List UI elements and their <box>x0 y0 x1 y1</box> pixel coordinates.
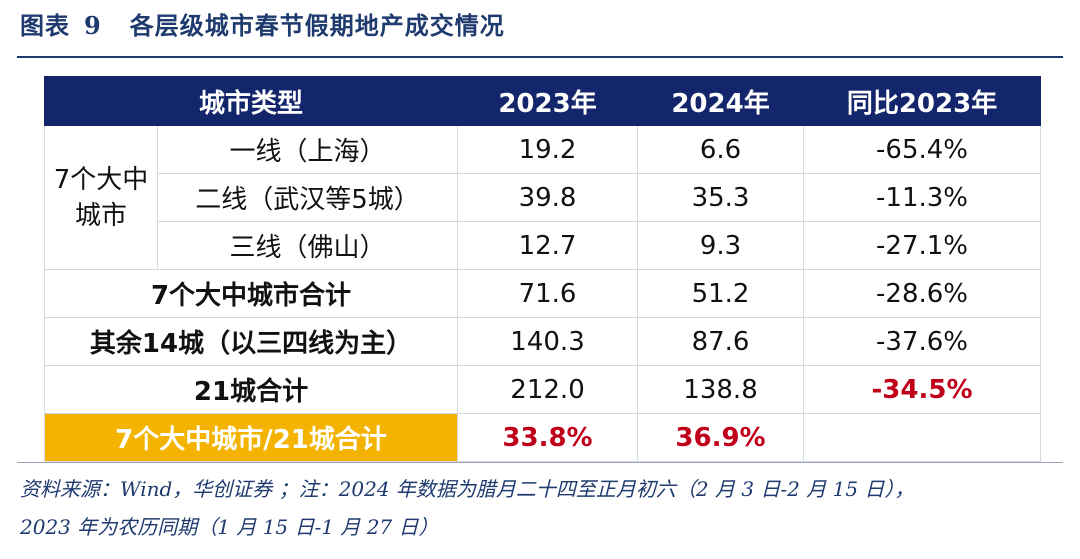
cell-yoy-highlight: -34.5% <box>803 365 1042 414</box>
row-name: 一线（上海） <box>156 125 459 174</box>
row-name: 21城合计 <box>43 365 459 414</box>
table-row: 其余14城（以三四线为主） 140.3 87.6 -37.6% <box>43 317 1042 366</box>
cell-2024: 138.8 <box>637 365 805 414</box>
cell-2024-highlight: 36.9% <box>637 413 805 462</box>
source-rule <box>17 462 1063 463</box>
row-name: 二线（武汉等5城） <box>156 173 459 222</box>
figure-title: 图表 9 各层级城市春节假期地产成交情况 <box>20 6 505 46</box>
cell-2023: 212.0 <box>457 365 639 414</box>
figure-label: 图表 <box>20 11 70 40</box>
cell-2024: 51.2 <box>637 269 805 318</box>
table-row: 21城合计 212.0 138.8 -34.5% <box>43 365 1042 414</box>
header-yoy: 同比2023年 <box>803 76 1042 126</box>
title-rule <box>17 56 1063 58</box>
table-row: 三线（佛山） 12.7 9.3 -27.1% <box>45 221 1042 270</box>
source-note: 资料来源：Wind，华创证券 ；注：2024 年数据为腊月二十四至正月初六（2 … <box>20 470 1060 546</box>
cell-yoy: -65.4% <box>803 125 1042 174</box>
cell-yoy: -28.6% <box>803 269 1042 318</box>
cell-2023: 12.7 <box>457 221 639 270</box>
cell-2023: 140.3 <box>457 317 639 366</box>
city-transactions-table: 城市类型 2023年 2024年 同比2023年 7个大中城市 一线（上海） 1… <box>43 76 1042 462</box>
header-2024: 2024年 <box>637 76 805 126</box>
row-name: 三线（佛山） <box>156 221 459 270</box>
header-2023: 2023年 <box>457 76 639 126</box>
group-label: 7个大中城市 <box>44 125 158 270</box>
cell-2024: 6.6 <box>637 125 805 174</box>
table-row: 7个大中城市合计 71.6 51.2 -28.6% <box>43 269 1042 318</box>
cell-2023-highlight: 33.8% <box>457 413 639 462</box>
cell-2024: 35.3 <box>637 173 805 222</box>
row-name-highlight: 7个大中城市/21城合计 <box>43 413 459 462</box>
table-row: 二线（武汉等5城） 39.8 35.3 -11.3% <box>45 173 1042 222</box>
cell-yoy: -37.6% <box>803 317 1042 366</box>
row-name: 其余14城（以三四线为主） <box>43 317 459 366</box>
cell-2024: 9.3 <box>637 221 805 270</box>
table-row-share: 7个大中城市/21城合计 33.8% 36.9% <box>43 413 1042 462</box>
cell-2023: 71.6 <box>457 269 639 318</box>
header-city-type: 城市类型 <box>43 76 459 126</box>
table-row: 7个大中城市 一线（上海） 19.2 6.6 -65.4% <box>44 125 1042 270</box>
source-line-2: 2023 年为农历同期（1 月 15 日-1 月 27 日） <box>20 515 439 539</box>
row-name: 7个大中城市合计 <box>43 269 459 318</box>
cell-2023: 39.8 <box>457 173 639 222</box>
cell-2023: 19.2 <box>457 125 639 174</box>
cell-yoy: -27.1% <box>803 221 1042 270</box>
cell-yoy: -11.3% <box>803 173 1042 222</box>
figure-caption: 各层级城市春节假期地产成交情况 <box>129 11 505 40</box>
source-line-1: 资料来源：Wind，华创证券 ；注：2024 年数据为腊月二十四至正月初六（2 … <box>20 477 915 501</box>
cell-2024: 87.6 <box>637 317 805 366</box>
figure-number: 9 <box>84 11 102 40</box>
table-header-row: 城市类型 2023年 2024年 同比2023年 <box>43 76 1042 126</box>
cell-yoy <box>803 413 1042 462</box>
